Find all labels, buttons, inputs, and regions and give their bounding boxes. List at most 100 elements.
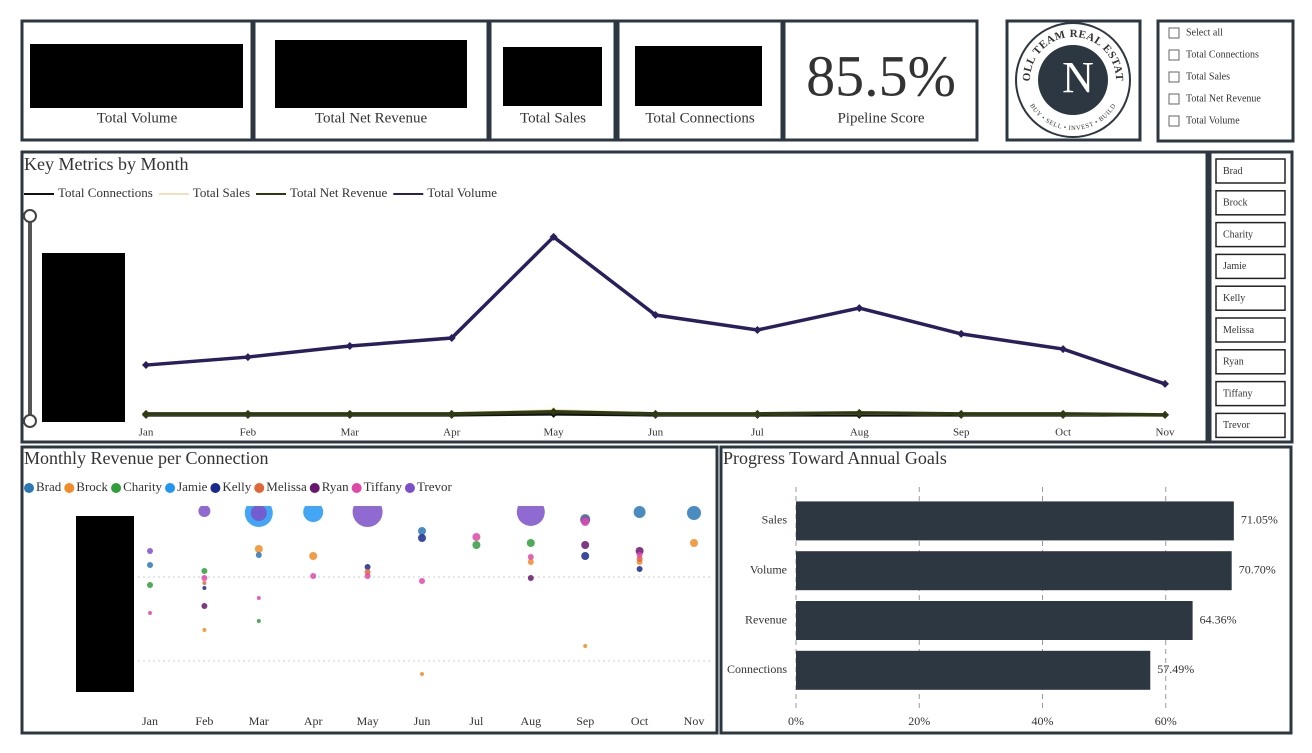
agent-label[interactable]: Ryan bbox=[1223, 357, 1244, 368]
agent-button[interactable] bbox=[1215, 349, 1286, 375]
range-handle[interactable] bbox=[23, 414, 37, 428]
checkbox[interactable] bbox=[1168, 27, 1180, 39]
checkbox-label[interactable]: Total Sales bbox=[1186, 71, 1230, 82]
agent-label[interactable]: Trevor bbox=[1223, 420, 1251, 431]
bubble bbox=[527, 575, 534, 581]
x-tick-label: Nov bbox=[1156, 427, 1175, 439]
bar bbox=[796, 650, 1151, 690]
legend-label: Ryan bbox=[322, 479, 349, 494]
checkbox-label[interactable]: Total Net Revenue bbox=[1186, 93, 1261, 104]
x-tick-label: Jun bbox=[648, 427, 664, 439]
point-marker bbox=[753, 326, 762, 335]
bubble bbox=[633, 506, 646, 518]
agent-label[interactable]: Jamie bbox=[1223, 261, 1247, 272]
checkbox[interactable] bbox=[1168, 93, 1180, 105]
agent-label[interactable]: Kelly bbox=[1223, 293, 1245, 304]
bubble bbox=[202, 628, 207, 632]
agent-label[interactable]: Melissa bbox=[1223, 325, 1255, 336]
agent-button[interactable] bbox=[1215, 190, 1286, 216]
bubble bbox=[690, 539, 698, 547]
bubble bbox=[581, 541, 590, 549]
point-marker bbox=[447, 409, 456, 418]
agent-button[interactable] bbox=[1215, 317, 1286, 343]
agent-button[interactable] bbox=[1215, 285, 1286, 311]
redaction bbox=[30, 44, 243, 108]
card bbox=[782, 19, 979, 142]
chart-title: Key Metrics by Month bbox=[24, 154, 188, 174]
legend-swatch bbox=[254, 483, 265, 493]
legend-label: Total Volume bbox=[427, 185, 497, 200]
legend-label: Kelly bbox=[222, 479, 251, 494]
legend-label: Jamie bbox=[177, 479, 208, 494]
x-tick-label: Aug bbox=[850, 427, 869, 439]
bubble bbox=[581, 518, 590, 526]
agent-label[interactable]: Charity bbox=[1223, 229, 1253, 240]
bubble bbox=[256, 619, 261, 623]
x-tick-label: Nov bbox=[684, 714, 705, 728]
y-tick-label: Sales bbox=[762, 513, 788, 527]
agent-label[interactable]: Tiffany bbox=[1223, 388, 1252, 399]
range-handle[interactable] bbox=[23, 209, 37, 223]
agent-label[interactable]: Brad bbox=[1223, 166, 1242, 177]
card-label: Total Net Revenue bbox=[315, 110, 428, 126]
bubble-panel bbox=[20, 445, 719, 735]
agent-button[interactable] bbox=[1215, 253, 1286, 280]
bubble bbox=[472, 541, 481, 549]
point-marker bbox=[142, 409, 150, 418]
legend-swatch bbox=[64, 483, 75, 493]
checkbox-label[interactable]: Select all bbox=[1186, 27, 1223, 38]
legend-label: Tiffany bbox=[364, 479, 403, 494]
bar bbox=[796, 501, 1234, 541]
x-tick-label: Apr bbox=[304, 714, 323, 728]
bubble bbox=[581, 552, 590, 560]
bubble bbox=[250, 506, 267, 521]
legend-label: Total Connections bbox=[58, 185, 153, 200]
x-tick-label: Sep bbox=[576, 714, 594, 728]
checkbox-label[interactable]: Total Volume bbox=[1186, 115, 1240, 126]
chart-title: Progress Toward Annual Goals bbox=[723, 448, 947, 468]
card-value: 85.5% bbox=[806, 43, 956, 108]
x-tick-label: Jan bbox=[139, 427, 154, 439]
bubble bbox=[516, 506, 545, 526]
agent-button[interactable] bbox=[1215, 221, 1286, 248]
slicer-panel bbox=[1156, 19, 1295, 143]
checkbox[interactable] bbox=[1168, 115, 1180, 127]
checkbox-label[interactable]: Total Connections bbox=[1186, 49, 1259, 60]
bubble bbox=[255, 552, 262, 558]
x-tick-label: Oct bbox=[631, 714, 649, 728]
point-marker bbox=[651, 409, 660, 418]
bubble bbox=[636, 552, 643, 558]
agent-button[interactable] bbox=[1215, 380, 1286, 407]
y-tick-label: Revenue bbox=[745, 612, 787, 626]
legend-swatch bbox=[351, 483, 362, 493]
checkbox[interactable] bbox=[1168, 71, 1180, 83]
point-marker bbox=[1161, 410, 1169, 419]
redaction bbox=[503, 47, 602, 106]
x-tick-label: Jul bbox=[751, 427, 764, 439]
agent-label[interactable]: Brock bbox=[1223, 198, 1247, 209]
bubble bbox=[147, 548, 153, 554]
bubble bbox=[202, 581, 207, 585]
redaction bbox=[635, 46, 762, 106]
bubble bbox=[310, 573, 317, 579]
bubble bbox=[527, 554, 534, 560]
bubble bbox=[418, 534, 426, 542]
checkbox[interactable] bbox=[1168, 49, 1180, 61]
legend-label: Trevor bbox=[417, 479, 453, 494]
point-marker bbox=[957, 409, 966, 418]
legend-swatch bbox=[111, 483, 122, 493]
x-tick-label: 0% bbox=[788, 714, 804, 728]
legend-swatch bbox=[404, 483, 415, 493]
bubble bbox=[309, 552, 318, 560]
legend-label: Total Net Revenue bbox=[290, 185, 388, 200]
agent-button[interactable] bbox=[1215, 412, 1286, 439]
x-tick-label: Oct bbox=[1055, 427, 1071, 439]
line-panel bbox=[20, 150, 1209, 444]
logo-center bbox=[1038, 45, 1108, 115]
point-marker bbox=[447, 334, 456, 342]
x-tick-label: Mar bbox=[249, 714, 269, 728]
point-marker bbox=[345, 341, 354, 350]
agent-button[interactable] bbox=[1215, 158, 1286, 184]
bar bbox=[796, 551, 1232, 591]
